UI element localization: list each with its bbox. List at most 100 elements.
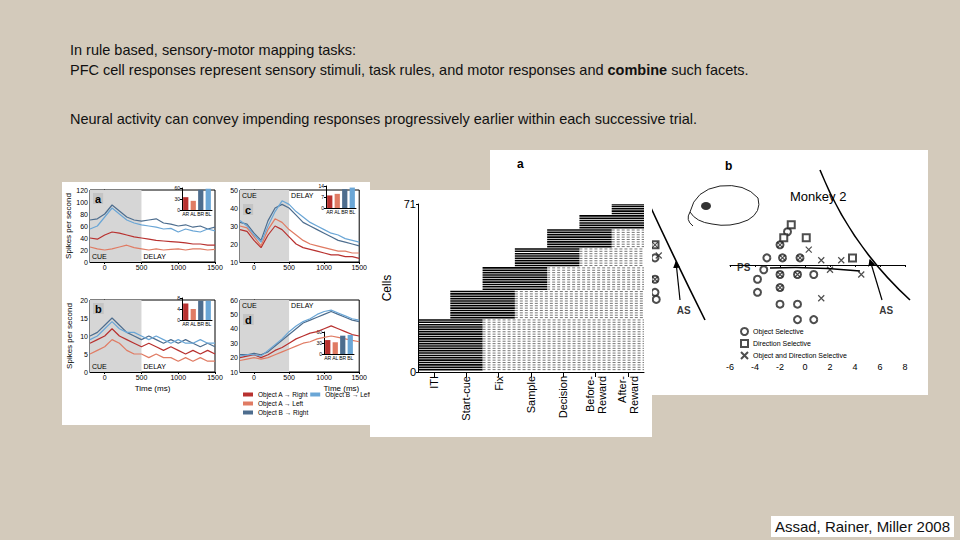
svg-text:15: 15	[80, 315, 88, 322]
svg-text:Decision: Decision	[557, 376, 569, 418]
svg-text:40: 40	[230, 325, 238, 332]
svg-text:1000: 1000	[170, 374, 186, 381]
svg-text:BL: BL	[205, 211, 211, 217]
svg-text:AL: AL	[190, 321, 196, 327]
svg-text:71: 71	[404, 198, 416, 210]
svg-text:Object B → Right: Object B → Right	[258, 409, 308, 417]
svg-text:20: 20	[80, 297, 88, 304]
svg-text:AR: AR	[324, 355, 331, 361]
svg-text:BR: BR	[341, 209, 348, 215]
svg-text:1500: 1500	[207, 374, 223, 381]
svg-text:0: 0	[84, 369, 88, 376]
svg-text:120: 120	[76, 187, 88, 194]
svg-text:AR: AR	[182, 211, 189, 217]
svg-text:500: 500	[136, 264, 148, 271]
svg-text:0: 0	[319, 351, 322, 357]
svg-text:BL: BL	[205, 321, 211, 327]
svg-text:0: 0	[802, 362, 807, 372]
svg-text:Object A → Left: Object A → Left	[258, 400, 303, 408]
svg-text:40: 40	[230, 205, 238, 212]
svg-text:DELAY: DELAY	[291, 302, 314, 309]
svg-text:0: 0	[177, 207, 180, 213]
svg-text:BR: BR	[197, 211, 204, 217]
svg-text:20: 20	[230, 241, 238, 248]
svg-text:Reward: Reward	[596, 376, 608, 414]
svg-text:Fix: Fix	[493, 376, 505, 391]
svg-text:CUE: CUE	[242, 302, 257, 309]
svg-text:80: 80	[80, 211, 88, 218]
svg-text:Spikes per second: Spikes per second	[64, 193, 73, 259]
svg-text:0: 0	[177, 317, 180, 323]
svg-text:After-: After-	[616, 376, 628, 403]
svg-text:Object Selective: Object Selective	[753, 328, 804, 336]
svg-text:CUE: CUE	[92, 363, 107, 370]
svg-text:0: 0	[252, 264, 256, 271]
svg-text:Object and Direction Selective: Object and Direction Selective	[753, 352, 847, 360]
svg-text:Sample: Sample	[525, 376, 537, 413]
svg-text:a: a	[517, 157, 524, 171]
svg-text:30: 30	[174, 196, 180, 202]
svg-text:50: 50	[230, 311, 238, 318]
svg-text:8: 8	[902, 362, 907, 372]
svg-text:7: 7	[321, 194, 324, 200]
svg-text:0: 0	[321, 205, 324, 211]
svg-text:CUE: CUE	[92, 253, 107, 260]
svg-text:1000: 1000	[316, 264, 332, 271]
svg-text:AL: AL	[332, 355, 338, 361]
svg-text:Reward: Reward	[628, 376, 640, 414]
svg-text:0: 0	[84, 259, 88, 266]
svg-text:b: b	[725, 159, 732, 173]
svg-text:20: 20	[230, 354, 238, 361]
svg-text:c: c	[245, 204, 251, 216]
svg-text:1000: 1000	[170, 264, 186, 271]
svg-text:40: 40	[80, 235, 88, 242]
svg-text:10: 10	[230, 259, 238, 266]
svg-text:10: 10	[80, 333, 88, 340]
svg-text:2: 2	[827, 362, 832, 372]
svg-text:14: 14	[318, 183, 324, 189]
svg-text:1500: 1500	[207, 264, 223, 271]
svg-text:Before-: Before-	[584, 376, 596, 412]
svg-text:4: 4	[852, 362, 857, 372]
svg-text:60: 60	[174, 185, 180, 191]
svg-text:ITI: ITI	[428, 376, 440, 389]
svg-text:Monkey 2: Monkey 2	[790, 189, 846, 204]
svg-text:CUE: CUE	[242, 192, 257, 199]
svg-text:Object A → Right: Object A → Right	[258, 391, 308, 399]
svg-text:5: 5	[84, 351, 88, 358]
svg-text:1500: 1500	[351, 264, 367, 271]
svg-text:500: 500	[136, 374, 148, 381]
svg-text:Direction Selective: Direction Selective	[753, 340, 811, 347]
svg-text:PS: PS	[737, 262, 751, 273]
svg-text:Start-cue: Start-cue	[460, 376, 472, 421]
svg-text:Cells: Cells	[380, 275, 394, 302]
svg-text:100: 100	[76, 199, 88, 206]
svg-text:Object B → Left: Object B → Left	[325, 391, 370, 399]
svg-text:1000: 1000	[316, 374, 332, 381]
svg-text:10: 10	[230, 369, 238, 376]
svg-text:1500: 1500	[351, 374, 367, 381]
svg-text:BL: BL	[347, 355, 353, 361]
svg-text:AR: AR	[182, 321, 189, 327]
svg-text:0: 0	[410, 366, 416, 378]
svg-text:-6: -6	[726, 362, 734, 372]
svg-text:20: 20	[80, 247, 88, 254]
svg-text:-2: -2	[776, 362, 784, 372]
svg-text:0: 0	[103, 264, 107, 271]
svg-text:a: a	[95, 193, 102, 205]
svg-text:DELAY: DELAY	[143, 253, 166, 260]
svg-text:Time (ms): Time (ms)	[135, 384, 171, 393]
svg-text:BR: BR	[197, 321, 204, 327]
svg-text:0: 0	[103, 374, 107, 381]
svg-text:AL: AL	[190, 211, 196, 217]
svg-text:BL: BL	[349, 209, 355, 215]
svg-text:Spikes per second: Spikes per second	[65, 303, 74, 369]
svg-text:DELAY: DELAY	[291, 192, 314, 199]
svg-text:4: 4	[177, 306, 180, 312]
svg-text:AL: AL	[334, 209, 340, 215]
svg-text:30: 30	[230, 223, 238, 230]
svg-text:60: 60	[230, 297, 238, 304]
svg-text:50: 50	[230, 187, 238, 194]
svg-text:30: 30	[230, 340, 238, 347]
svg-text:DELAY: DELAY	[143, 363, 166, 370]
